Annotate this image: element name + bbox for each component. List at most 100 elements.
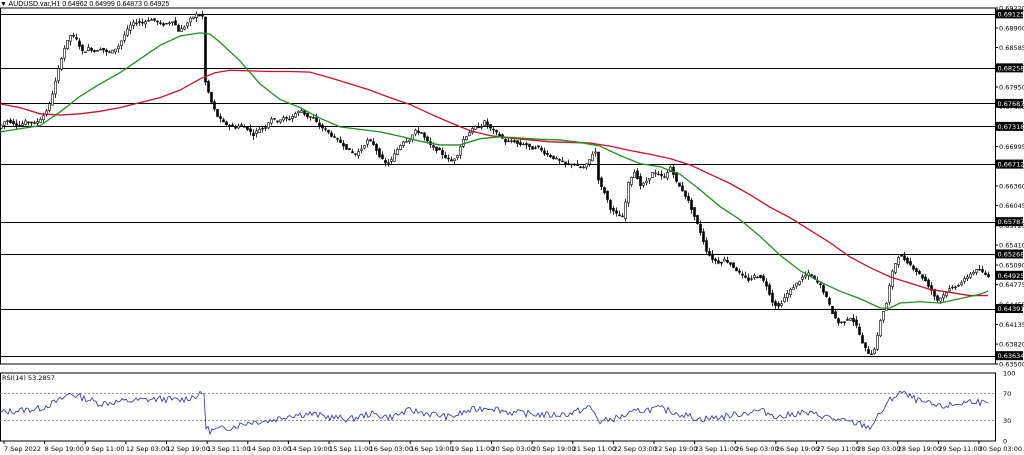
level-label-box (996, 249, 1023, 259)
ohlc-readout: 0.64962 0.64999 0.64873 0.64925 (62, 1, 170, 8)
candle-body (945, 292, 948, 297)
candle-body (669, 166, 672, 172)
candle-body (267, 122, 270, 129)
candle-body (30, 121, 33, 124)
chart-menu-icon[interactable]: ▼ (0, 1, 7, 8)
candle-body (573, 163, 576, 166)
candle-body (741, 273, 744, 276)
level-label-box (996, 63, 1023, 73)
x-tick-label: 26 Sep 19:00 (776, 445, 819, 453)
candle-body (147, 20, 150, 22)
candle-body (840, 321, 843, 323)
candle-body (894, 263, 897, 273)
candle-body (633, 171, 636, 179)
candle-body (207, 80, 210, 93)
candle-body (153, 18, 156, 21)
candle-body (231, 124, 234, 127)
candle-body (63, 48, 66, 59)
candle-body (9, 119, 12, 123)
x-tick-label: 19 Sep 11:00 (451, 445, 494, 453)
y-tick-label: 0.63500 (999, 361, 1024, 369)
candle-body (702, 231, 705, 243)
candle-body (837, 318, 840, 324)
candle-body (960, 282, 963, 286)
candle-body (831, 306, 834, 314)
candle-body (3, 121, 6, 126)
candle-body (942, 294, 945, 299)
x-tick-label: 22 Sep 03:00 (613, 445, 656, 453)
candle-body (66, 39, 69, 50)
level-label: 0.65268 (998, 250, 1024, 258)
candle-body (126, 28, 129, 36)
candle-body (804, 275, 807, 278)
rsi-label: RSI(14) 53.2857 (2, 374, 55, 382)
candle-body (216, 109, 219, 117)
candle-body (384, 160, 387, 164)
level-label: 0.66712 (998, 161, 1024, 169)
candle-body (924, 276, 927, 282)
candle-body (921, 274, 924, 279)
candle-body (660, 174, 663, 176)
candle-body (879, 320, 882, 337)
candle-body (111, 49, 114, 54)
candle-body (390, 159, 393, 162)
candle-body (378, 148, 381, 158)
candle-body (522, 143, 525, 146)
candle-body (900, 255, 903, 257)
level-label-box (996, 304, 1023, 314)
candle-body (579, 166, 582, 169)
level-label: 0.65787 (998, 218, 1024, 226)
candle-body (132, 21, 135, 26)
candle-body (810, 274, 813, 277)
candle-body (21, 123, 24, 126)
candle-body (270, 118, 273, 124)
candle-body (297, 110, 300, 114)
candle-body (54, 80, 57, 95)
candle-body (708, 251, 711, 256)
level-label: 0.68258 (998, 64, 1024, 72)
rsi-line (0, 390, 989, 436)
candle-body (618, 214, 621, 217)
candle-body (18, 124, 21, 127)
candle-body (228, 125, 231, 127)
rsi-panel-frame (0, 372, 996, 442)
candle-body (927, 279, 930, 287)
candle-body (825, 291, 828, 297)
candle-body (654, 172, 657, 175)
candle-body (513, 140, 516, 143)
candle-body (600, 177, 603, 187)
x-tick-label: 28 Sep 03:00 (857, 445, 900, 453)
candle-body (540, 147, 543, 151)
candle-body (798, 280, 801, 285)
candle-body (552, 155, 555, 160)
symbol-timeframe: AUDUSD.var,H1 (8, 1, 61, 8)
candle-body (519, 142, 522, 145)
candle-body (753, 275, 756, 278)
x-tick-label: 12 Sep 19:00 (167, 445, 210, 453)
candle-body (507, 140, 510, 142)
candle-body (531, 146, 534, 150)
y-tick-label: 0.66995 (999, 143, 1024, 151)
candle-body (819, 283, 822, 286)
candle-body (774, 301, 777, 306)
candle-body (843, 321, 846, 323)
candle-body (438, 147, 441, 151)
x-tick-label: 8 Sep 19:00 (45, 445, 84, 453)
candle-body (510, 140, 513, 142)
candle-body (393, 153, 396, 162)
candle-body (405, 141, 408, 143)
candle-body (489, 124, 492, 129)
y-tick-label: 0.66360 (999, 183, 1024, 191)
candle-body (705, 240, 708, 252)
candle-body (846, 319, 849, 321)
level-label-box (996, 351, 1023, 361)
candle-body (882, 311, 885, 321)
candle-body (87, 47, 90, 51)
level-label-box (996, 121, 1023, 131)
candle-body (468, 132, 471, 137)
candle-body (981, 269, 984, 273)
candle-body (300, 110, 303, 113)
candle-body (282, 117, 285, 121)
